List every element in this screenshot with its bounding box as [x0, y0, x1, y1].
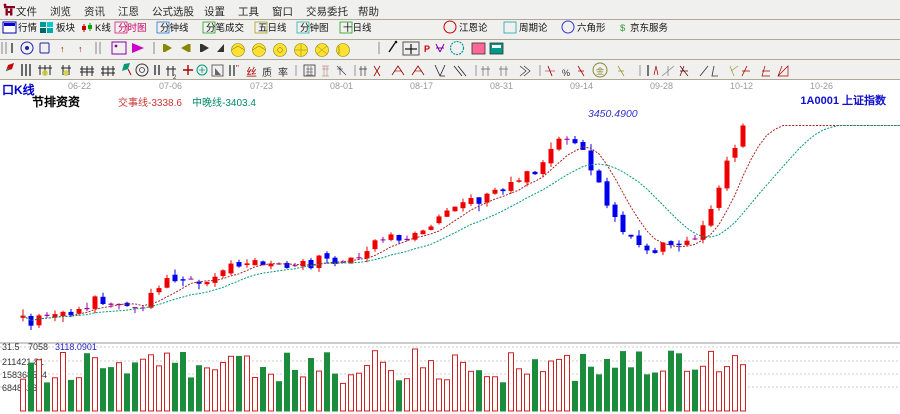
svg-text:↑: ↑ — [78, 44, 83, 54]
svg-text:金: 金 — [596, 66, 604, 76]
svg-text:↑: ↑ — [60, 44, 65, 54]
svg-text:周期论: 周期论 — [519, 22, 548, 34]
svg-text:%: % — [562, 68, 570, 78]
svg-text:率: 率 — [278, 66, 288, 79]
svg-text:行情: 行情 — [18, 22, 38, 34]
svg-text:": " — [236, 64, 239, 73]
svg-text:$: $ — [620, 23, 626, 34]
svg-text:分钟线: 分钟线 — [160, 22, 189, 34]
svg-text:分笔成交: 分笔成交 — [206, 22, 245, 34]
svg-text:板块: 板块 — [56, 22, 76, 34]
svg-text:五日线: 五日线 — [258, 22, 287, 34]
svg-text:分时图: 分时图 — [118, 22, 147, 34]
svg-text:丝: 丝 — [246, 66, 257, 79]
svg-text:P: P — [424, 44, 430, 54]
svg-text:六角形: 六角形 — [577, 22, 606, 34]
svg-text:K线: K线 — [95, 22, 111, 34]
svg-text:京东服务: 京东服务 — [630, 22, 669, 34]
svg-text:江恩论: 江恩论 — [459, 22, 488, 34]
svg-text:分钟图: 分钟图 — [300, 22, 329, 34]
svg-text:质: 质 — [262, 67, 272, 79]
svg-text:十日线: 十日线 — [343, 22, 372, 34]
